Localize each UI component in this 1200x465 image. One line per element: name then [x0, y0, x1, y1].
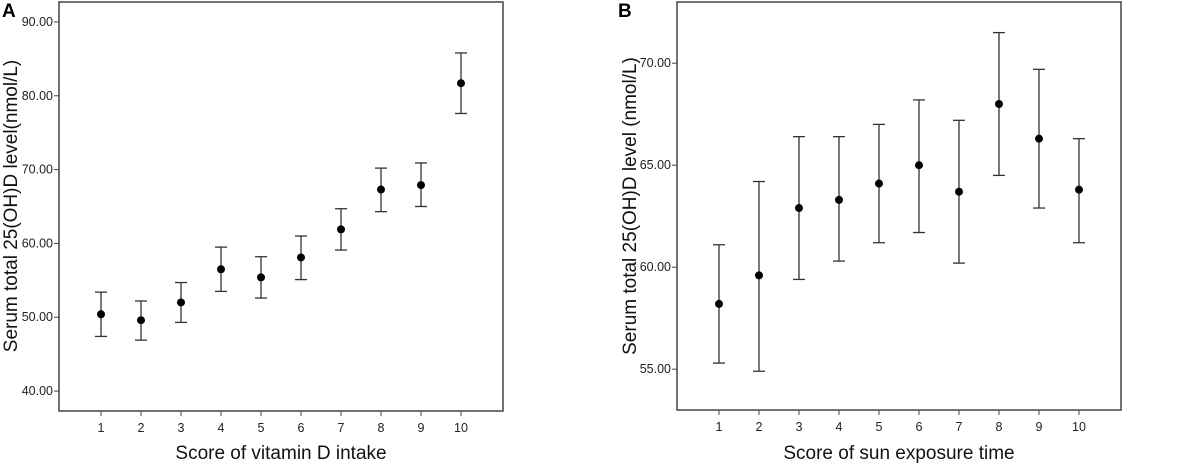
x-tick-label: 10: [1072, 420, 1086, 434]
x-tick-label: 5: [258, 421, 265, 435]
x-tick-label: 10: [454, 421, 468, 435]
data-point: [137, 316, 145, 325]
data-point: [417, 181, 425, 190]
x-tick-label: 9: [418, 421, 425, 435]
y-tick-label: 80.00: [22, 89, 53, 103]
y-tick-label: 65.00: [640, 158, 671, 172]
data-point: [1075, 185, 1083, 194]
data-point: [177, 298, 185, 307]
y-tick-label: 40.00: [22, 384, 53, 398]
data-point: [457, 79, 465, 88]
panel-label: B: [618, 1, 632, 22]
y-tick-label: 70.00: [22, 163, 53, 177]
y-axis-title: Serum total 25(OH)D level(nmol/L): [1, 60, 22, 352]
x-tick-label: 4: [836, 420, 843, 434]
x-tick-label: 9: [1036, 420, 1043, 434]
y-tick-label: 50.00: [22, 310, 53, 324]
data-point: [955, 187, 963, 196]
panel-b: B Serum total 25(OH)D level (nmol/L) Sco…: [618, 1, 1122, 464]
panel-label: A: [2, 1, 16, 22]
y-tick-label: 70.00: [640, 56, 671, 70]
data-point: [835, 195, 843, 204]
x-tick-label: 4: [218, 421, 225, 435]
data-point: [715, 299, 723, 308]
data-point: [795, 204, 803, 213]
data-point: [875, 179, 883, 188]
data-point: [1035, 134, 1043, 143]
x-axis-title: Score of vitamin D intake: [175, 443, 386, 464]
y-tick-label: 60.00: [22, 236, 53, 250]
x-tick-label: 5: [876, 420, 883, 434]
y-tick-label: 90.00: [22, 15, 53, 29]
x-axis-title: Score of sun exposure time: [783, 443, 1014, 464]
data-point: [915, 161, 923, 170]
y-tick-label: 55.00: [640, 362, 671, 376]
x-tick-label: 3: [178, 421, 185, 435]
panel-a: A Serum total 25(OH)D level(nmol/L) Scor…: [1, 1, 504, 464]
plot-frame: [676, 1, 1122, 411]
data-point: [97, 310, 105, 319]
y-axis-title: Serum total 25(OH)D level (nmol/L): [620, 57, 641, 355]
x-tick-label: 6: [298, 421, 305, 435]
data-point: [217, 265, 225, 274]
x-tick-label: 1: [716, 420, 723, 434]
data-point: [337, 225, 345, 234]
x-tick-label: 7: [338, 421, 345, 435]
data-point: [257, 273, 265, 282]
data-point: [755, 271, 763, 280]
x-tick-label: 3: [796, 420, 803, 434]
x-tick-label: 8: [378, 421, 385, 435]
data-point: [377, 185, 385, 194]
plot-frame: [58, 1, 504, 412]
x-tick-label: 6: [916, 420, 923, 434]
data-point: [995, 100, 1003, 108]
x-tick-label: 1: [98, 421, 105, 435]
data-point: [297, 253, 305, 262]
y-tick-label: 60.00: [640, 260, 671, 274]
x-tick-label: 7: [956, 420, 963, 434]
x-tick-label: 2: [138, 421, 145, 435]
x-tick-label: 8: [996, 420, 1003, 434]
x-tick-label: 2: [756, 420, 763, 434]
